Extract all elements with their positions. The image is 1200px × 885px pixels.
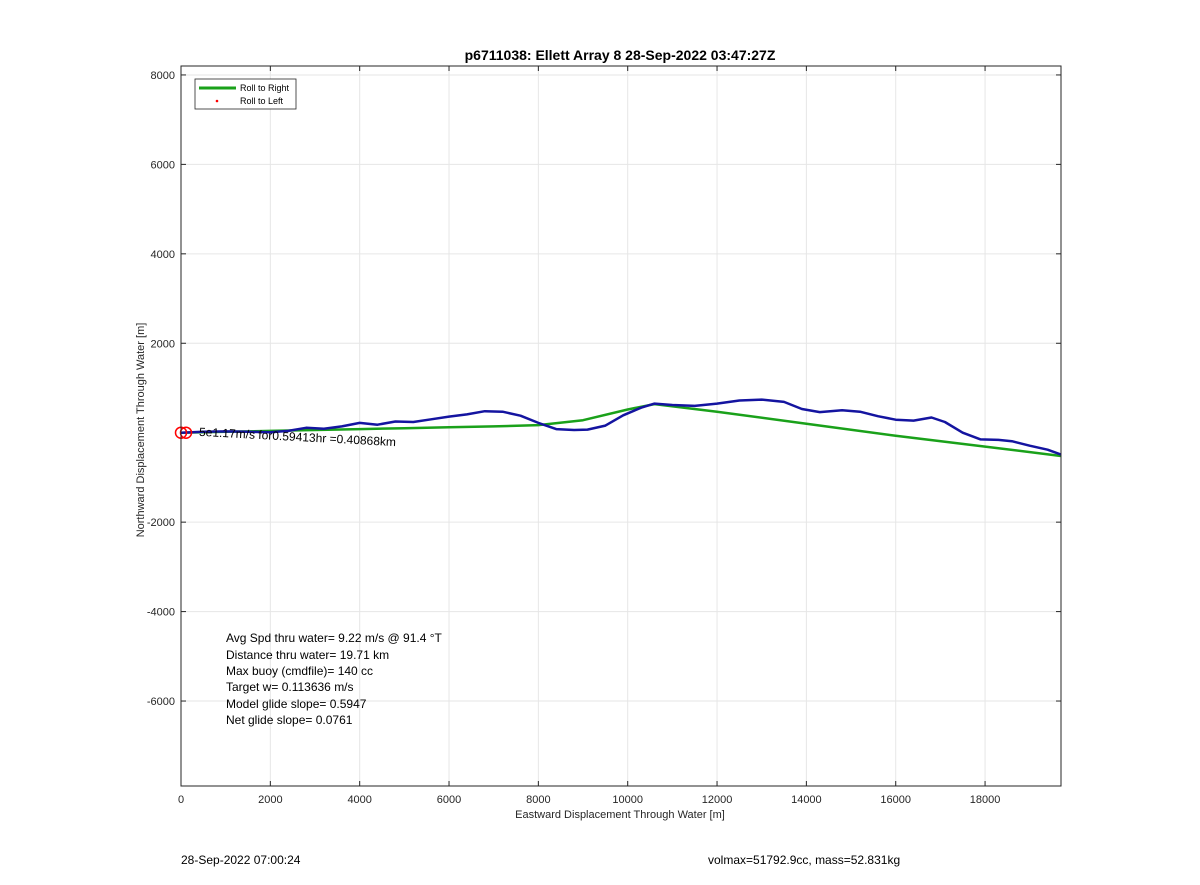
y-tick-label: -2000 (147, 517, 175, 529)
legend-label-roll-right: Roll to Right (240, 83, 290, 93)
axis-ticks: 0 2000 4000 6000 8000 10000 12000 14000 16000 180… (147, 66, 1061, 806)
x-tick-label: 6000 (437, 794, 461, 806)
y-tick-label: -4000 (147, 607, 175, 619)
legend-label-roll-left: Roll to Left (240, 96, 284, 106)
axes-box (180, 65, 1062, 787)
x-tick-label: 14000 (791, 794, 822, 806)
stat-model-glide: Model glide slope= 0.5947 (226, 697, 367, 711)
series-roll-right-line (180, 402, 1062, 458)
y-tick-label: 8000 (151, 70, 175, 82)
x-tick-label: 18000 (970, 794, 1001, 806)
y-axis-label: Northward Displacement Through Water [m] (135, 323, 147, 538)
grid (180, 66, 1061, 786)
x-axis-label: Eastward Displacement Through Water [m] (515, 809, 725, 821)
legend: Roll to Right Roll to Left (194, 78, 297, 110)
footer-timestamp: 28-Sep-2022 07:00:24 (181, 853, 301, 867)
stats-block: Avg Spd thru water= 9.22 m/s @ 91.4 °T D… (226, 631, 443, 727)
footer-vol-mass: volmax=51792.9cc, mass=52.831kg (708, 853, 900, 867)
stat-avg-speed: Avg Spd thru water= 9.22 m/s @ 91.4 °T (226, 631, 443, 645)
y-tick-label: 6000 (151, 159, 175, 171)
x-tick-label: 2000 (258, 794, 282, 806)
stat-max-buoy: Max buoy (cmdfile)= 140 cc (226, 664, 373, 678)
y-tick-label: 2000 (151, 338, 175, 350)
stat-target-w: Target w= 0.113636 m/s (226, 680, 354, 694)
x-tick-label: 16000 (880, 794, 911, 806)
x-tick-label: 10000 (612, 794, 643, 806)
stat-net-glide: Net glide slope= 0.0761 (226, 713, 353, 727)
x-tick-label: 12000 (702, 794, 733, 806)
x-tick-label: 8000 (526, 794, 550, 806)
stat-distance: Distance thru water= 19.71 km (226, 648, 389, 662)
series-track-line (180, 398, 1062, 456)
y-tick-label: -6000 (147, 696, 175, 708)
x-tick-label: 0 (178, 794, 184, 806)
legend-marker-roll-left (215, 99, 219, 103)
x-tick-label: 4000 (347, 794, 371, 806)
chart-title: p6711038: Ellett Array 8 28-Sep-2022 03:… (465, 47, 776, 63)
y-tick-label: 4000 (151, 249, 175, 261)
plot-area: 5e1.17m/s for0.59413hr =0.40868km (174, 398, 1062, 458)
legend-box (194, 78, 297, 110)
